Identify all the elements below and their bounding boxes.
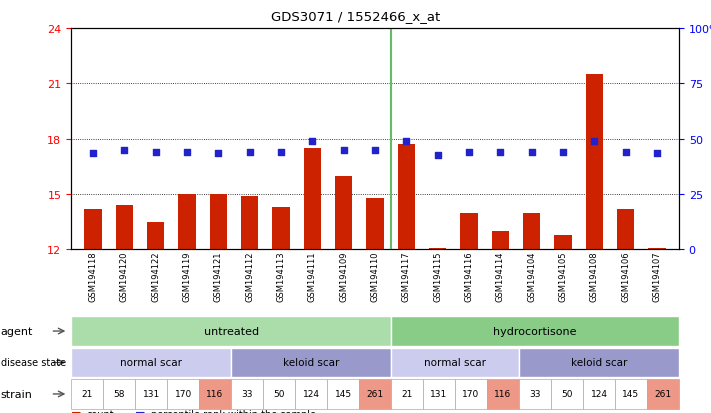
Point <box>119 147 130 154</box>
Point <box>87 151 99 157</box>
Bar <box>304 149 321 250</box>
Text: untreated: untreated <box>203 326 259 336</box>
Point <box>213 151 224 157</box>
Point <box>370 147 381 154</box>
Point <box>432 153 444 159</box>
Text: 50: 50 <box>273 389 285 399</box>
Bar <box>492 231 509 250</box>
Bar <box>397 145 415 250</box>
Bar <box>429 248 447 250</box>
Point <box>495 149 506 156</box>
Point <box>401 138 412 145</box>
Text: agent: agent <box>1 326 33 336</box>
Text: 145: 145 <box>334 389 352 399</box>
Point <box>464 149 475 156</box>
Point <box>651 151 663 157</box>
Text: 170: 170 <box>174 389 192 399</box>
Bar <box>241 197 258 250</box>
Point <box>181 149 193 156</box>
Text: 21: 21 <box>402 389 412 399</box>
Text: 33: 33 <box>529 389 541 399</box>
Text: 131: 131 <box>430 389 448 399</box>
Text: GDS3071 / 1552466_x_at: GDS3071 / 1552466_x_at <box>271 10 440 23</box>
Text: strain: strain <box>1 389 33 399</box>
Point <box>557 149 569 156</box>
Text: percentile rank within the sample: percentile rank within the sample <box>151 409 316 413</box>
Bar <box>648 248 665 250</box>
Text: 124: 124 <box>591 389 607 399</box>
Bar <box>523 213 540 250</box>
Text: disease state: disease state <box>1 358 66 368</box>
Bar <box>147 222 164 250</box>
Point <box>589 138 600 145</box>
Bar <box>85 209 102 250</box>
Bar <box>335 176 353 250</box>
Point <box>150 149 161 156</box>
Text: 145: 145 <box>622 389 640 399</box>
Bar <box>210 195 227 250</box>
Point <box>275 149 287 156</box>
Bar <box>272 207 289 250</box>
Text: hydrocortisone: hydrocortisone <box>493 326 577 336</box>
Point <box>244 149 255 156</box>
Bar <box>617 209 634 250</box>
Point <box>620 149 631 156</box>
Text: 261: 261 <box>654 389 672 399</box>
Text: 124: 124 <box>303 389 319 399</box>
Bar <box>586 75 603 250</box>
Text: 261: 261 <box>366 389 384 399</box>
Text: 131: 131 <box>142 389 160 399</box>
Bar <box>116 206 133 250</box>
Text: keloid scar: keloid scar <box>571 358 627 368</box>
Text: 170: 170 <box>462 389 480 399</box>
Text: 33: 33 <box>241 389 253 399</box>
Point <box>306 138 318 145</box>
Text: normal scar: normal scar <box>120 358 182 368</box>
Text: keloid scar: keloid scar <box>283 358 339 368</box>
Text: 58: 58 <box>113 389 125 399</box>
Text: 50: 50 <box>561 389 573 399</box>
Text: ■: ■ <box>135 409 146 413</box>
Bar <box>178 195 196 250</box>
Point <box>338 147 349 154</box>
Text: 116: 116 <box>206 389 224 399</box>
Text: count: count <box>87 409 114 413</box>
Bar <box>461 213 478 250</box>
Text: normal scar: normal scar <box>424 358 486 368</box>
Bar <box>366 198 384 250</box>
Text: 21: 21 <box>82 389 92 399</box>
Point <box>526 149 538 156</box>
Text: 116: 116 <box>494 389 512 399</box>
Text: ■: ■ <box>71 409 82 413</box>
Bar <box>555 235 572 250</box>
